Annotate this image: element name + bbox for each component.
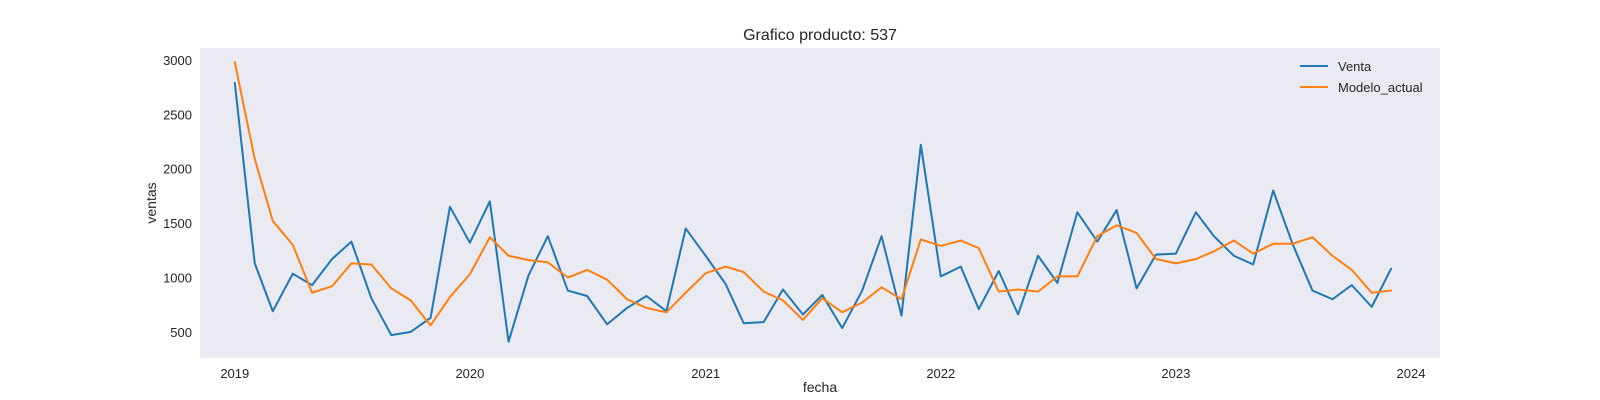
y-tick-label: 1500 bbox=[163, 216, 192, 231]
x-tick-label: 2019 bbox=[220, 366, 249, 381]
y-tick-label: 3000 bbox=[163, 53, 192, 68]
x-tick-label: 2024 bbox=[1397, 366, 1426, 381]
y-tick-label: 2000 bbox=[163, 162, 192, 177]
chart-title: Grafico producto: 537 bbox=[743, 27, 897, 44]
legend: Venta Modelo_actual bbox=[1300, 59, 1423, 95]
x-tick-label: 2022 bbox=[926, 366, 955, 381]
y-tick-label: 1000 bbox=[163, 271, 192, 286]
series-line-modelo-actual bbox=[233, 61, 1393, 327]
y-tick-label: 500 bbox=[170, 325, 192, 340]
y-tick-label: 2500 bbox=[163, 107, 192, 122]
legend-label: Modelo_actual bbox=[1338, 80, 1423, 95]
plot-area bbox=[200, 48, 1440, 358]
series-lines bbox=[233, 61, 1393, 343]
x-tick-label: 2020 bbox=[455, 366, 484, 381]
x-tick-label: 2021 bbox=[691, 366, 720, 381]
x-axis-label: fecha bbox=[803, 379, 837, 395]
y-tick-labels: 500 1000 1500 2000 2500 3000 bbox=[163, 53, 192, 340]
legend-label: Venta bbox=[1338, 59, 1372, 74]
x-tick-label: 2023 bbox=[1161, 366, 1190, 381]
x-tick-labels: 2019 2020 2021 2022 2023 2024 bbox=[220, 366, 1425, 381]
y-axis-label: ventas bbox=[143, 182, 159, 223]
